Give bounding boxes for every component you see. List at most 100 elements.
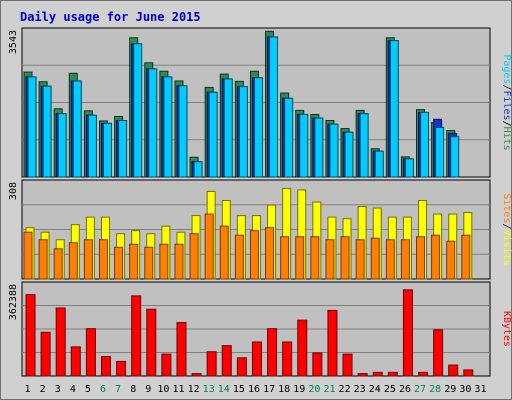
- x-tick-label: 28: [429, 384, 441, 395]
- bar-pages: [42, 85, 52, 178]
- legend-files: Files: [501, 90, 512, 120]
- x-tick-label: 11: [172, 384, 184, 395]
- bar-pages: [148, 68, 158, 178]
- legend-sites: Sites: [501, 193, 512, 223]
- bar-kbytes: [433, 329, 444, 377]
- x-tick-label: 10: [157, 384, 169, 395]
- bar-kbytes: [402, 289, 413, 377]
- bar-kbytes: [85, 328, 96, 377]
- axis-max-label-kb: 362388: [8, 284, 19, 320]
- bar-pages: [389, 40, 399, 178]
- series-legend-pfh: Pages/Files/Hits: [501, 54, 512, 150]
- bar-sites: [189, 233, 199, 280]
- bar-kbytes: [372, 371, 383, 377]
- legend-pages: Pages: [501, 54, 512, 84]
- x-tick-label: 31: [474, 384, 486, 395]
- bar-pages: [314, 117, 324, 178]
- x-tick-label: 15: [233, 384, 245, 395]
- bar-pages: [223, 78, 233, 178]
- bar-pages: [133, 43, 143, 178]
- legend-separator: /: [501, 121, 512, 127]
- legend-hits: Hits: [501, 127, 512, 151]
- bar-sites: [114, 246, 124, 280]
- bar-pages: [420, 111, 430, 178]
- bar-pages: [208, 91, 218, 178]
- bar-pages: [450, 136, 460, 178]
- x-tick-label: 22: [339, 384, 351, 395]
- x-tick-label: 20: [308, 384, 320, 395]
- x-tick-label: 30: [459, 384, 471, 395]
- x-tick-label: 24: [369, 384, 381, 395]
- bar-sites: [295, 236, 305, 280]
- bar-sites: [219, 225, 229, 280]
- x-tick-label: 14: [218, 384, 230, 395]
- bar-sites: [461, 234, 471, 280]
- bar-kbytes: [312, 352, 323, 377]
- bar-sites: [385, 239, 395, 280]
- x-tick-label: 19: [293, 384, 305, 395]
- bar-sites: [234, 234, 244, 280]
- legend-kbytes: KBytes: [501, 311, 512, 347]
- x-tick-label: 3: [55, 384, 61, 395]
- bar-pages: [178, 85, 188, 178]
- bar-sites: [400, 239, 410, 280]
- bar-kbytes: [251, 341, 262, 377]
- bar-sites: [38, 239, 48, 280]
- x-tick-label: 21: [323, 384, 335, 395]
- bar-sites: [416, 236, 426, 280]
- bar-sites: [98, 239, 108, 280]
- bar-sites: [249, 230, 259, 280]
- bar-sites: [144, 246, 154, 280]
- x-tick-label: 23: [354, 384, 366, 395]
- bar-sites: [53, 248, 63, 280]
- x-tick-label: 6: [100, 384, 106, 395]
- bar-sites: [310, 236, 320, 280]
- bar-kbytes: [25, 294, 36, 377]
- x-tick-label: 26: [399, 384, 411, 395]
- bar-sites: [340, 236, 350, 280]
- bar-kbytes: [387, 371, 398, 377]
- bar-sites: [355, 239, 365, 280]
- bar-kbytes: [55, 307, 66, 377]
- bar-sites: [204, 213, 214, 280]
- bar-pages: [435, 126, 445, 178]
- bar-pages: [72, 80, 82, 178]
- legend-visits: Visits: [501, 230, 512, 266]
- x-tick-label: 16: [248, 384, 260, 395]
- bar-sites: [265, 227, 275, 280]
- bar-kbytes: [161, 353, 172, 377]
- x-tick-label: 13: [203, 384, 215, 395]
- x-tick-label: 12: [188, 384, 200, 395]
- bar-kbytes: [267, 328, 278, 377]
- bar-kbytes: [206, 351, 217, 377]
- axis-max-label-pfh: 3543: [8, 30, 19, 54]
- x-tick-label: 8: [130, 384, 136, 395]
- axis-max-label-sv: 308: [8, 182, 19, 200]
- bar-sites: [174, 243, 184, 280]
- bar-kbytes: [297, 319, 308, 377]
- bar-kbytes: [327, 309, 338, 377]
- x-tick-label: 25: [384, 384, 396, 395]
- bar-kbytes: [146, 308, 157, 377]
- bar-pages: [404, 158, 414, 178]
- bar-kbytes: [236, 357, 247, 377]
- bar-sites: [325, 239, 335, 280]
- bar-pages: [329, 123, 339, 178]
- bar-kbytes: [176, 322, 187, 377]
- x-tick-label: 29: [444, 384, 456, 395]
- bar-kbytes: [40, 331, 51, 377]
- bar-pages: [27, 76, 37, 178]
- x-tick-label: 4: [70, 384, 76, 395]
- chart-title: Daily usage for June 2015: [20, 10, 201, 24]
- bar-kbytes: [463, 369, 474, 377]
- bar-pages: [193, 161, 203, 178]
- bar-kbytes: [116, 360, 127, 377]
- bar-kbytes: [418, 371, 429, 377]
- x-tick-label: 7: [115, 384, 121, 395]
- bar-kbytes: [357, 373, 368, 377]
- bar-kbytes: [221, 345, 232, 377]
- bar-pages: [344, 131, 354, 178]
- bar-sites: [83, 239, 93, 280]
- x-tick-label: 17: [263, 384, 275, 395]
